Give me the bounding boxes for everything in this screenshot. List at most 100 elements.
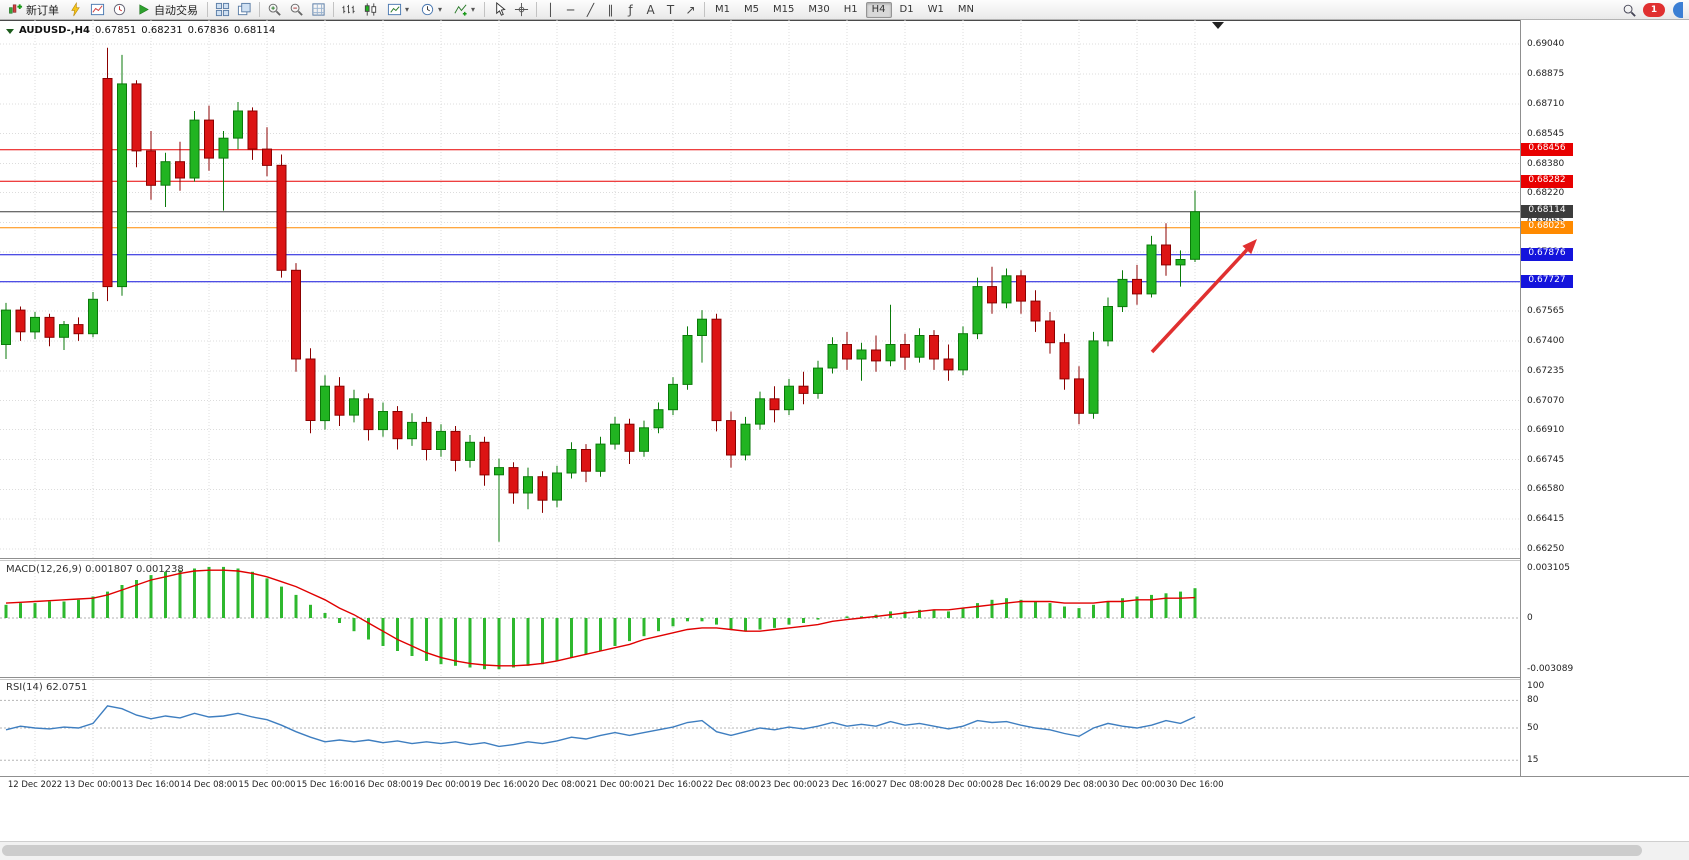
- zoom-out-button[interactable]: [286, 1, 307, 19]
- lightning-icon: [71, 2, 80, 17]
- indicators-button[interactable]: ▾: [448, 1, 480, 19]
- symbol-period-label: AUDUSD-,H4: [19, 25, 90, 36]
- new-chart-button[interactable]: ▾: [382, 1, 414, 19]
- price-tick: 0.68875: [1527, 68, 1565, 79]
- timeframe-m15[interactable]: M15: [767, 2, 800, 18]
- macd-histogram: [4, 566, 1197, 670]
- toolbar-separator: [704, 2, 706, 17]
- macd-label: MACD(12,26,9) 0.001807 0.001238: [6, 564, 184, 575]
- time-label: 16 Dec 08:00: [354, 780, 412, 790]
- bar-chart-mode-button[interactable]: [338, 1, 359, 19]
- toolbar-separator: [333, 2, 334, 17]
- timeframe-m30[interactable]: M30: [802, 2, 835, 18]
- edge-widget[interactable]: [1673, 2, 1683, 18]
- time-label: 28 Dec 00:00: [934, 780, 992, 790]
- vertical-line-tool-button[interactable]: │: [546, 2, 555, 17]
- timeframe-mn[interactable]: MN: [952, 2, 980, 18]
- search-icon[interactable]: [1622, 3, 1637, 18]
- fibonacci-tool-button[interactable]: ƒ: [628, 2, 633, 17]
- bar-chart-icon: [342, 4, 355, 14]
- label-tool-button[interactable]: T: [666, 2, 675, 17]
- cascade-windows-icon: [237, 2, 251, 16]
- scrollbar-thumb[interactable]: [2, 845, 1642, 856]
- new-order-button[interactable]: 新订单: [3, 1, 64, 19]
- rsi-label: RSI(14) 62.0751: [6, 682, 88, 693]
- price-tick: 0.68220: [1527, 187, 1565, 198]
- text-tool-button[interactable]: A: [646, 2, 655, 17]
- auto-arrange-button[interactable]: [308, 1, 329, 19]
- toolbar-separator: [484, 2, 486, 17]
- timeframe-h1[interactable]: H1: [838, 2, 864, 18]
- price-tick: 0.68380: [1527, 158, 1565, 169]
- price-tick: 0.67070: [1527, 395, 1565, 406]
- time-label: 15 Dec 16:00: [296, 780, 354, 790]
- price-tag: 0.68282: [1521, 174, 1573, 188]
- ohlc-open: 0.67851: [94, 25, 137, 36]
- ohlc-low: 0.67836: [187, 25, 230, 36]
- rsi-scale-label: 15: [1527, 755, 1539, 766]
- rsi-scale-label: 80: [1527, 695, 1539, 706]
- time-label: 30 Dec 16:00: [1166, 780, 1224, 790]
- horizontal-levels[interactable]: [0, 149, 1520, 283]
- time-label: 12 Dec 2022: [7, 780, 63, 790]
- macd-signal-line: [5, 569, 1196, 667]
- rsi-line: [5, 705, 1196, 748]
- panel-separator[interactable]: [0, 558, 1689, 559]
- trendline-tool-button[interactable]: ╱: [586, 2, 595, 17]
- price-tag: 0.68114: [1521, 205, 1573, 219]
- chart-dropdown-icon[interactable]: [6, 29, 14, 34]
- grid-layer: [0, 20, 1520, 558]
- panel-separator[interactable]: [0, 677, 1689, 678]
- arrows-tool-button[interactable]: ↗: [685, 2, 696, 17]
- autotrading-button[interactable]: 自动交易: [131, 1, 203, 19]
- tile-windows-button[interactable]: [212, 1, 233, 19]
- time-label: 19 Dec 00:00: [412, 780, 470, 790]
- caret-down-icon: ▾: [471, 4, 476, 14]
- timeframe-d1[interactable]: D1: [894, 2, 920, 18]
- timeframe-m1[interactable]: M1: [709, 2, 736, 18]
- time-label: 19 Dec 16:00: [470, 780, 528, 790]
- toolbar-separator: [259, 2, 260, 17]
- zoom-in-button[interactable]: [264, 1, 285, 19]
- cursor-tool-button[interactable]: [489, 1, 510, 19]
- horizontal-scrollbar[interactable]: [0, 841, 1689, 860]
- trend-arrow[interactable]: [1150, 239, 1257, 354]
- one-click-trading-button[interactable]: [65, 1, 86, 19]
- timeframe-m5[interactable]: M5: [738, 2, 765, 18]
- timeframe-h4[interactable]: H4: [865, 1, 892, 18]
- time-label: 21 Dec 00:00: [586, 780, 644, 790]
- macd-panel[interactable]: [0, 561, 1520, 677]
- candle-chart-mode-button[interactable]: [360, 1, 381, 19]
- time-label: 23 Dec 00:00: [760, 780, 818, 790]
- chart-header: AUDUSD-,H4 0.67851 0.68231 0.67836 0.681…: [6, 25, 275, 36]
- price-tick: 0.66415: [1527, 514, 1565, 525]
- time-label: 13 Dec 16:00: [122, 780, 180, 790]
- autotrading-play-icon: [139, 4, 149, 15]
- horizontal-line-tool-button[interactable]: ─: [566, 2, 575, 17]
- price-tag: 0.68025: [1521, 221, 1573, 235]
- ohlc-high: 0.68231: [141, 25, 183, 36]
- price-tick: 0.68545: [1527, 128, 1565, 139]
- main-chart-plot[interactable]: [0, 20, 1520, 558]
- crosshair-tool-button[interactable]: [511, 1, 532, 19]
- price-tick: 0.67400: [1527, 335, 1565, 346]
- time-axis[interactable]: 12 Dec 2022 13 Dec 00:00 13 Dec 16:00 14 De…: [0, 776, 1689, 797]
- zoom-out-icon: [290, 3, 303, 16]
- notification-badge[interactable]: 1: [1643, 3, 1665, 17]
- tile-windows-icon: [215, 2, 230, 17]
- time-label: 30 Dec 00:00: [1108, 780, 1166, 790]
- time-label: 22 Dec 08:00: [702, 780, 760, 790]
- chart-window-button[interactable]: [87, 1, 108, 19]
- chart-shift-marker[interactable]: [1212, 22, 1224, 29]
- chart-window-border: [0, 20, 1689, 21]
- price-tick: 0.68710: [1527, 98, 1565, 109]
- rsi-panel[interactable]: [0, 680, 1520, 776]
- price-axis[interactable]: 0.69040 0.68875 0.68710 0.68545 0.68380 0.682…: [1520, 20, 1689, 796]
- refresh-button[interactable]: [109, 1, 130, 19]
- rsi-scale-label: 100: [1527, 681, 1545, 691]
- period-button[interactable]: ▾: [415, 1, 447, 19]
- cascade-windows-button[interactable]: [234, 1, 255, 19]
- cursor-icon: [496, 2, 506, 16]
- timeframe-w1[interactable]: W1: [922, 2, 950, 18]
- channel-tool-button[interactable]: ∥: [607, 2, 614, 17]
